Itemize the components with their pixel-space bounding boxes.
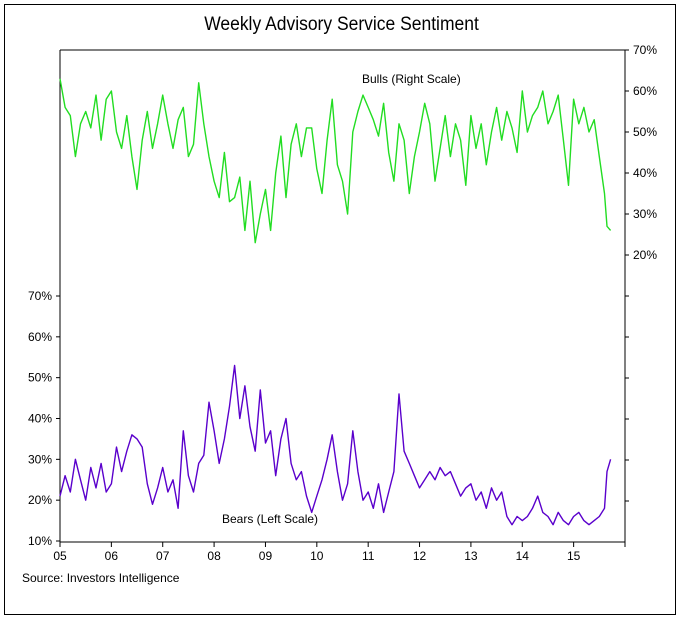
bears-series-label: Bears (Left Scale) [222,512,318,526]
x-axis-tick-label: 06 [105,549,119,563]
x-axis-tick-label: 09 [259,549,273,563]
x-axis-tick-label: 05 [53,549,67,563]
bulls-series-label: Bulls (Right Scale) [362,72,461,86]
series-line-bulls [59,78,612,244]
right-axis-tick-label: 50% [633,125,657,139]
x-axis-tick-label: 08 [207,549,221,563]
chart-frame [4,4,676,615]
chart-title: Weekly Advisory Service Sentiment [204,14,479,35]
right-axis-tick-label: 60% [633,84,657,98]
left-axis-tick-label: 20% [28,493,52,507]
left-axis-tick-label: 10% [28,534,52,548]
left-axis-tick-label: 50% [28,371,52,385]
right-axis-tick-label: 40% [633,166,657,180]
x-axis-tick-label: 15 [567,549,581,563]
x-axis-tick-label: 10 [310,549,324,563]
x-axis-tick-label: 12 [413,549,427,563]
left-axis-tick-label: 60% [28,330,52,344]
series-line-bears [59,364,612,526]
right-axis-tick-label: 30% [633,207,657,221]
source-note: Source: Investors Intelligence [22,571,180,585]
x-axis-tick-label: 14 [516,549,530,563]
left-axis-tick-label: 30% [28,452,52,466]
right-axis-tick-label: 20% [633,248,657,262]
left-axis-tick-label: 70% [28,289,52,303]
left-axis-tick-label: 40% [28,412,52,426]
right-axis-tick-label: 70% [633,43,657,57]
x-axis-tick-label: 11 [362,549,375,563]
x-axis-tick-label: 07 [156,549,170,563]
x-axis-tick-label: 13 [464,549,478,563]
